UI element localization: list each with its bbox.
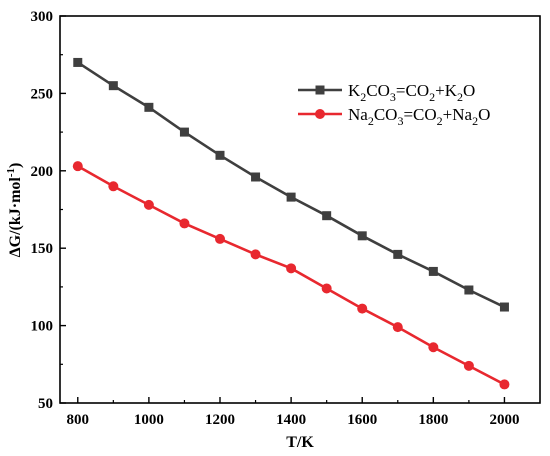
plot-frame <box>59 15 541 404</box>
y-axis-title-main: ΔG/(kJ·mol <box>7 177 24 258</box>
series-1-point-12 <box>499 379 510 390</box>
y-tick-label-1: 100 <box>31 319 54 335</box>
series-1-point-10 <box>428 342 439 353</box>
legend-swatch-marker-1 <box>315 109 325 119</box>
series-1-point-9 <box>392 322 403 333</box>
legend-item-1: Na2CO3=CO2+Na2O <box>298 105 490 128</box>
tick-labels: 800 1000 1200 1400 1600 1800 2000 50 100 150 200 25… <box>31 9 520 428</box>
x-tick-label-6: 2000 <box>489 412 519 428</box>
y-tick-label-0: 50 <box>38 396 53 412</box>
series-0 <box>73 57 509 312</box>
x-tick-label-0: 800 <box>67 412 90 428</box>
x-tick-label-2: 1200 <box>205 412 235 428</box>
series-1-point-3 <box>179 218 190 229</box>
legend-label-1: Na2CO3=CO2+Na2O <box>348 105 490 128</box>
y-tick-label-4: 250 <box>31 86 54 102</box>
series-1-point-6 <box>286 263 297 274</box>
series-0-point-12 <box>499 302 509 312</box>
series-1-point-4 <box>215 233 225 244</box>
x-tick-label-4: 1600 <box>347 412 377 428</box>
x-axis-title: T/K <box>286 434 314 451</box>
series-0-point-10 <box>428 266 438 276</box>
x-tick-label-5: 1800 <box>418 412 448 428</box>
x-tick-label-3: 1400 <box>276 412 306 428</box>
series-1-point-0 <box>72 161 83 172</box>
series-1-point-5 <box>250 249 261 260</box>
series-1-point-11 <box>463 360 474 371</box>
series-0-point-2 <box>144 102 154 112</box>
series-0-point-0 <box>73 57 83 67</box>
y-tick-label-5: 300 <box>31 9 54 25</box>
y-tick-label-2: 150 <box>31 241 54 257</box>
series-0-point-1 <box>108 81 118 91</box>
series-0-point-5 <box>251 172 261 182</box>
series-layer <box>72 57 510 390</box>
series-1-point-7 <box>321 283 332 294</box>
series-0-point-11 <box>464 285 474 295</box>
series-1-point-1 <box>108 181 119 192</box>
legend-swatch-marker-0 <box>315 85 325 95</box>
x-tick-label-1: 1000 <box>134 412 164 428</box>
legend-item-0: K2CO3=CO2+K2O <box>298 81 475 104</box>
series-0-point-8 <box>357 231 367 241</box>
legend-label-0: K2CO3=CO2+K2O <box>348 81 475 104</box>
series-0-point-4 <box>215 150 225 160</box>
y-tick-label-3: 200 <box>31 164 54 180</box>
series-0-point-7 <box>322 211 332 221</box>
series-1-point-2 <box>143 199 154 210</box>
series-0-point-6 <box>286 192 296 202</box>
axis-ticks <box>60 15 506 404</box>
series-0-point-3 <box>179 127 189 137</box>
series-1-point-8 <box>357 303 368 314</box>
series-1 <box>72 161 510 390</box>
y-axis-title-sup: -1 <box>5 168 17 177</box>
series-0-point-9 <box>393 249 403 259</box>
y-axis-title: ΔG/(kJ·mol-1) <box>5 163 24 258</box>
y-axis-title-end: ) <box>7 163 24 168</box>
